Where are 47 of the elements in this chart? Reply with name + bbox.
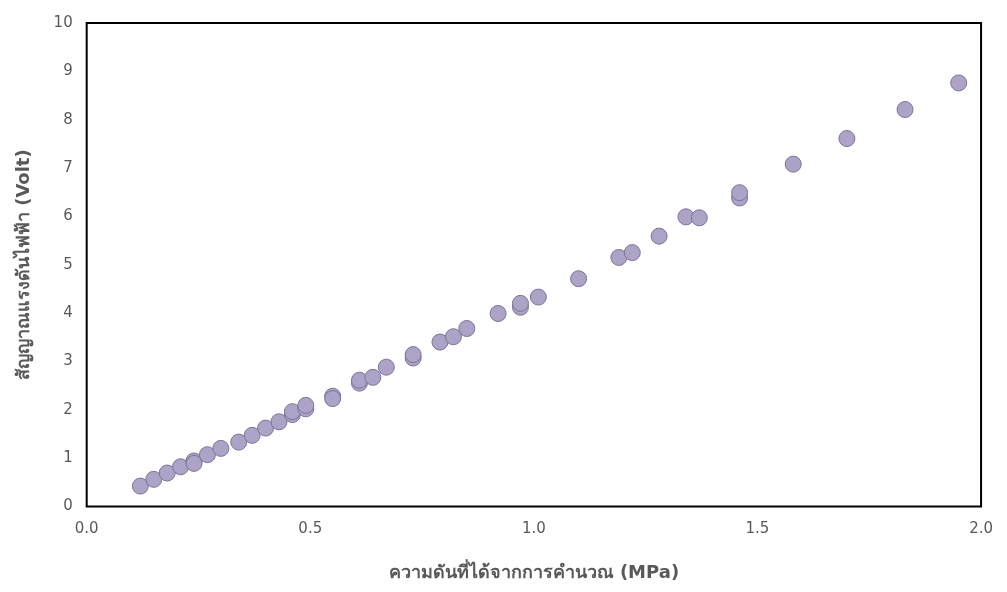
y-tick-label: 2 [63, 399, 73, 418]
point [838, 130, 856, 148]
point [444, 328, 462, 346]
x-tick-label: 2.0 [969, 519, 993, 538]
point [529, 288, 547, 306]
point [131, 477, 149, 495]
point [198, 446, 216, 464]
point [364, 368, 382, 386]
x-tick-label: 0.0 [74, 519, 99, 538]
point [784, 155, 802, 173]
point [511, 294, 529, 312]
point [896, 101, 914, 119]
point [623, 244, 641, 262]
y-axis-title: สัญญาณแรงดันไฟฟ้า (Volt) [12, 149, 35, 381]
point [458, 320, 476, 338]
y-tick-label: 9 [63, 61, 73, 80]
point [610, 248, 628, 266]
point [297, 396, 315, 414]
y-tick-label: 4 [63, 302, 73, 321]
point [243, 426, 261, 444]
y-tick-label: 0 [63, 496, 73, 515]
y-tick-label: 5 [63, 254, 73, 273]
point [172, 458, 190, 476]
y-tick-label: 1 [63, 447, 73, 466]
point [212, 439, 230, 457]
point [950, 74, 968, 92]
point [731, 184, 749, 202]
x-tick-label: 0.5 [298, 519, 323, 538]
point [431, 333, 449, 351]
y-tick-label: 3 [63, 351, 73, 370]
point [230, 433, 248, 451]
x-tick-label: 1.0 [521, 519, 546, 538]
point [257, 419, 275, 437]
point [145, 470, 163, 488]
x-axis-title: ความดันที่ได้จากการคำนวณ (MPa) [388, 558, 680, 582]
point [690, 209, 708, 227]
y-tick-label: 10 [53, 12, 73, 31]
point [270, 413, 288, 431]
y-tick-label: 7 [63, 157, 73, 176]
point [489, 305, 507, 323]
point [377, 358, 395, 376]
point [158, 464, 176, 482]
x-tick-label: 1.5 [745, 519, 770, 538]
point [650, 227, 668, 245]
y-tick-label: 6 [63, 206, 73, 225]
y-tick-label: 8 [63, 109, 73, 128]
point [570, 270, 588, 288]
